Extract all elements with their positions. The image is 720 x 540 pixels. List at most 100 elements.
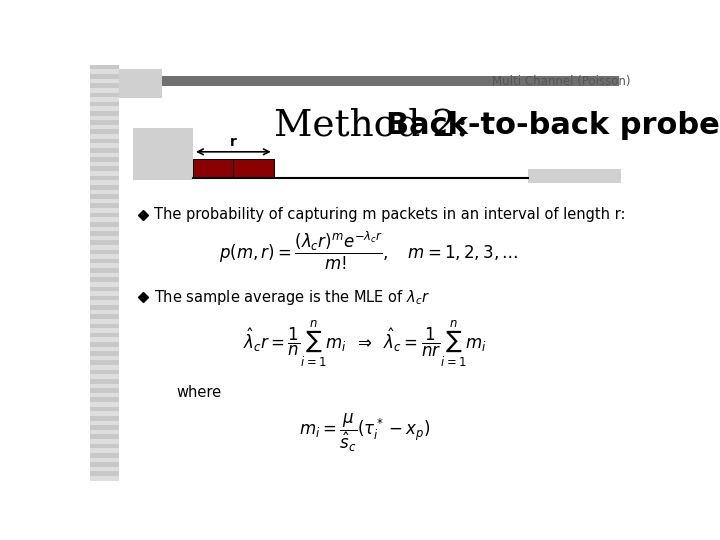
Bar: [90, 393, 120, 397]
Bar: [90, 342, 120, 347]
Bar: [90, 180, 120, 185]
Bar: [90, 116, 120, 120]
Bar: [90, 70, 120, 74]
Bar: [90, 222, 120, 226]
Bar: [90, 287, 120, 291]
Bar: [90, 157, 120, 162]
Bar: [90, 102, 120, 106]
Text: Method 2:: Method 2:: [274, 107, 469, 143]
Bar: [132, 128, 193, 180]
Bar: [90, 347, 120, 351]
Bar: [90, 217, 120, 222]
Bar: [90, 111, 120, 116]
Bar: [90, 439, 120, 444]
Bar: [90, 370, 120, 374]
Bar: [90, 226, 120, 231]
Bar: [90, 97, 120, 102]
Bar: [90, 333, 120, 338]
Bar: [90, 245, 120, 249]
Bar: [90, 453, 120, 457]
Bar: [90, 130, 120, 134]
Bar: [90, 264, 120, 268]
Bar: [90, 171, 120, 176]
Bar: [90, 421, 120, 425]
Bar: [90, 471, 120, 476]
Bar: [90, 296, 120, 300]
Bar: [90, 300, 120, 305]
Bar: [90, 83, 120, 88]
Bar: [120, 76, 619, 85]
Bar: [90, 425, 120, 430]
Bar: [90, 434, 120, 439]
Bar: [90, 314, 120, 319]
Bar: [90, 273, 120, 278]
Bar: [90, 134, 120, 139]
Bar: [90, 88, 120, 92]
Bar: [90, 194, 120, 199]
Text: The probability of capturing m packets in an interval of length r:: The probability of capturing m packets i…: [153, 207, 625, 222]
Text: $p(m, r) = \dfrac{(\lambda_c r)^m e^{-\lambda_c r}}{m!}, \quad m = 1, 2, 3, \ldo: $p(m, r) = \dfrac{(\lambda_c r)^m e^{-\l…: [220, 230, 518, 272]
Bar: [90, 462, 120, 467]
Bar: [90, 402, 120, 407]
Bar: [90, 374, 120, 379]
Bar: [90, 278, 120, 282]
Bar: [90, 351, 120, 356]
Bar: [90, 444, 120, 448]
Bar: [528, 168, 621, 183]
Bar: [90, 65, 120, 70]
Bar: [90, 448, 120, 453]
Bar: [90, 249, 120, 254]
Bar: [233, 159, 274, 177]
Bar: [90, 467, 120, 471]
Bar: [90, 323, 120, 328]
Bar: [90, 120, 120, 125]
Bar: [90, 338, 120, 342]
Bar: [90, 397, 120, 402]
Bar: [90, 208, 120, 213]
Bar: [90, 240, 120, 245]
Bar: [90, 379, 120, 383]
Bar: [90, 74, 120, 79]
Bar: [90, 185, 120, 190]
Bar: [90, 291, 120, 296]
Text: Multi Channel (Poisson): Multi Channel (Poisson): [492, 75, 631, 88]
Bar: [90, 162, 120, 166]
Bar: [90, 319, 120, 323]
Bar: [90, 365, 120, 370]
Bar: [90, 305, 120, 309]
Bar: [90, 457, 120, 462]
Bar: [90, 407, 120, 411]
Bar: [193, 159, 233, 177]
Bar: [90, 259, 120, 264]
Bar: [90, 166, 120, 171]
Bar: [90, 176, 120, 180]
Bar: [90, 92, 120, 97]
Bar: [90, 236, 120, 240]
Bar: [90, 139, 120, 143]
Bar: [90, 268, 120, 273]
Bar: [90, 282, 120, 287]
Bar: [90, 213, 120, 217]
Bar: [90, 356, 120, 361]
Bar: [90, 416, 120, 421]
Bar: [90, 231, 120, 236]
Text: Back-to-back probes: Back-to-back probes: [386, 111, 720, 140]
Bar: [90, 411, 120, 416]
Bar: [90, 143, 120, 148]
Text: r: r: [230, 136, 237, 150]
Bar: [90, 125, 120, 130]
Bar: [90, 383, 120, 388]
Text: $\hat{\lambda}_c r = \dfrac{1}{n} \sum_{i=1}^{n} m_i \;\;\Rightarrow\;\; \hat{\l: $\hat{\lambda}_c r = \dfrac{1}{n} \sum_{…: [243, 319, 487, 369]
Bar: [90, 79, 120, 83]
Text: $m_i = \dfrac{\mu}{\hat{s}_c}(\tau_i^* - x_p)$: $m_i = \dfrac{\mu}{\hat{s}_c}(\tau_i^* -…: [300, 411, 431, 454]
Bar: [90, 430, 120, 434]
Bar: [90, 199, 120, 204]
Bar: [90, 204, 120, 208]
Bar: [90, 153, 120, 157]
Bar: [90, 388, 120, 393]
Bar: [90, 148, 120, 153]
Bar: [90, 106, 120, 111]
Bar: [90, 476, 120, 481]
Text: where: where: [177, 384, 222, 400]
Bar: [90, 309, 120, 314]
